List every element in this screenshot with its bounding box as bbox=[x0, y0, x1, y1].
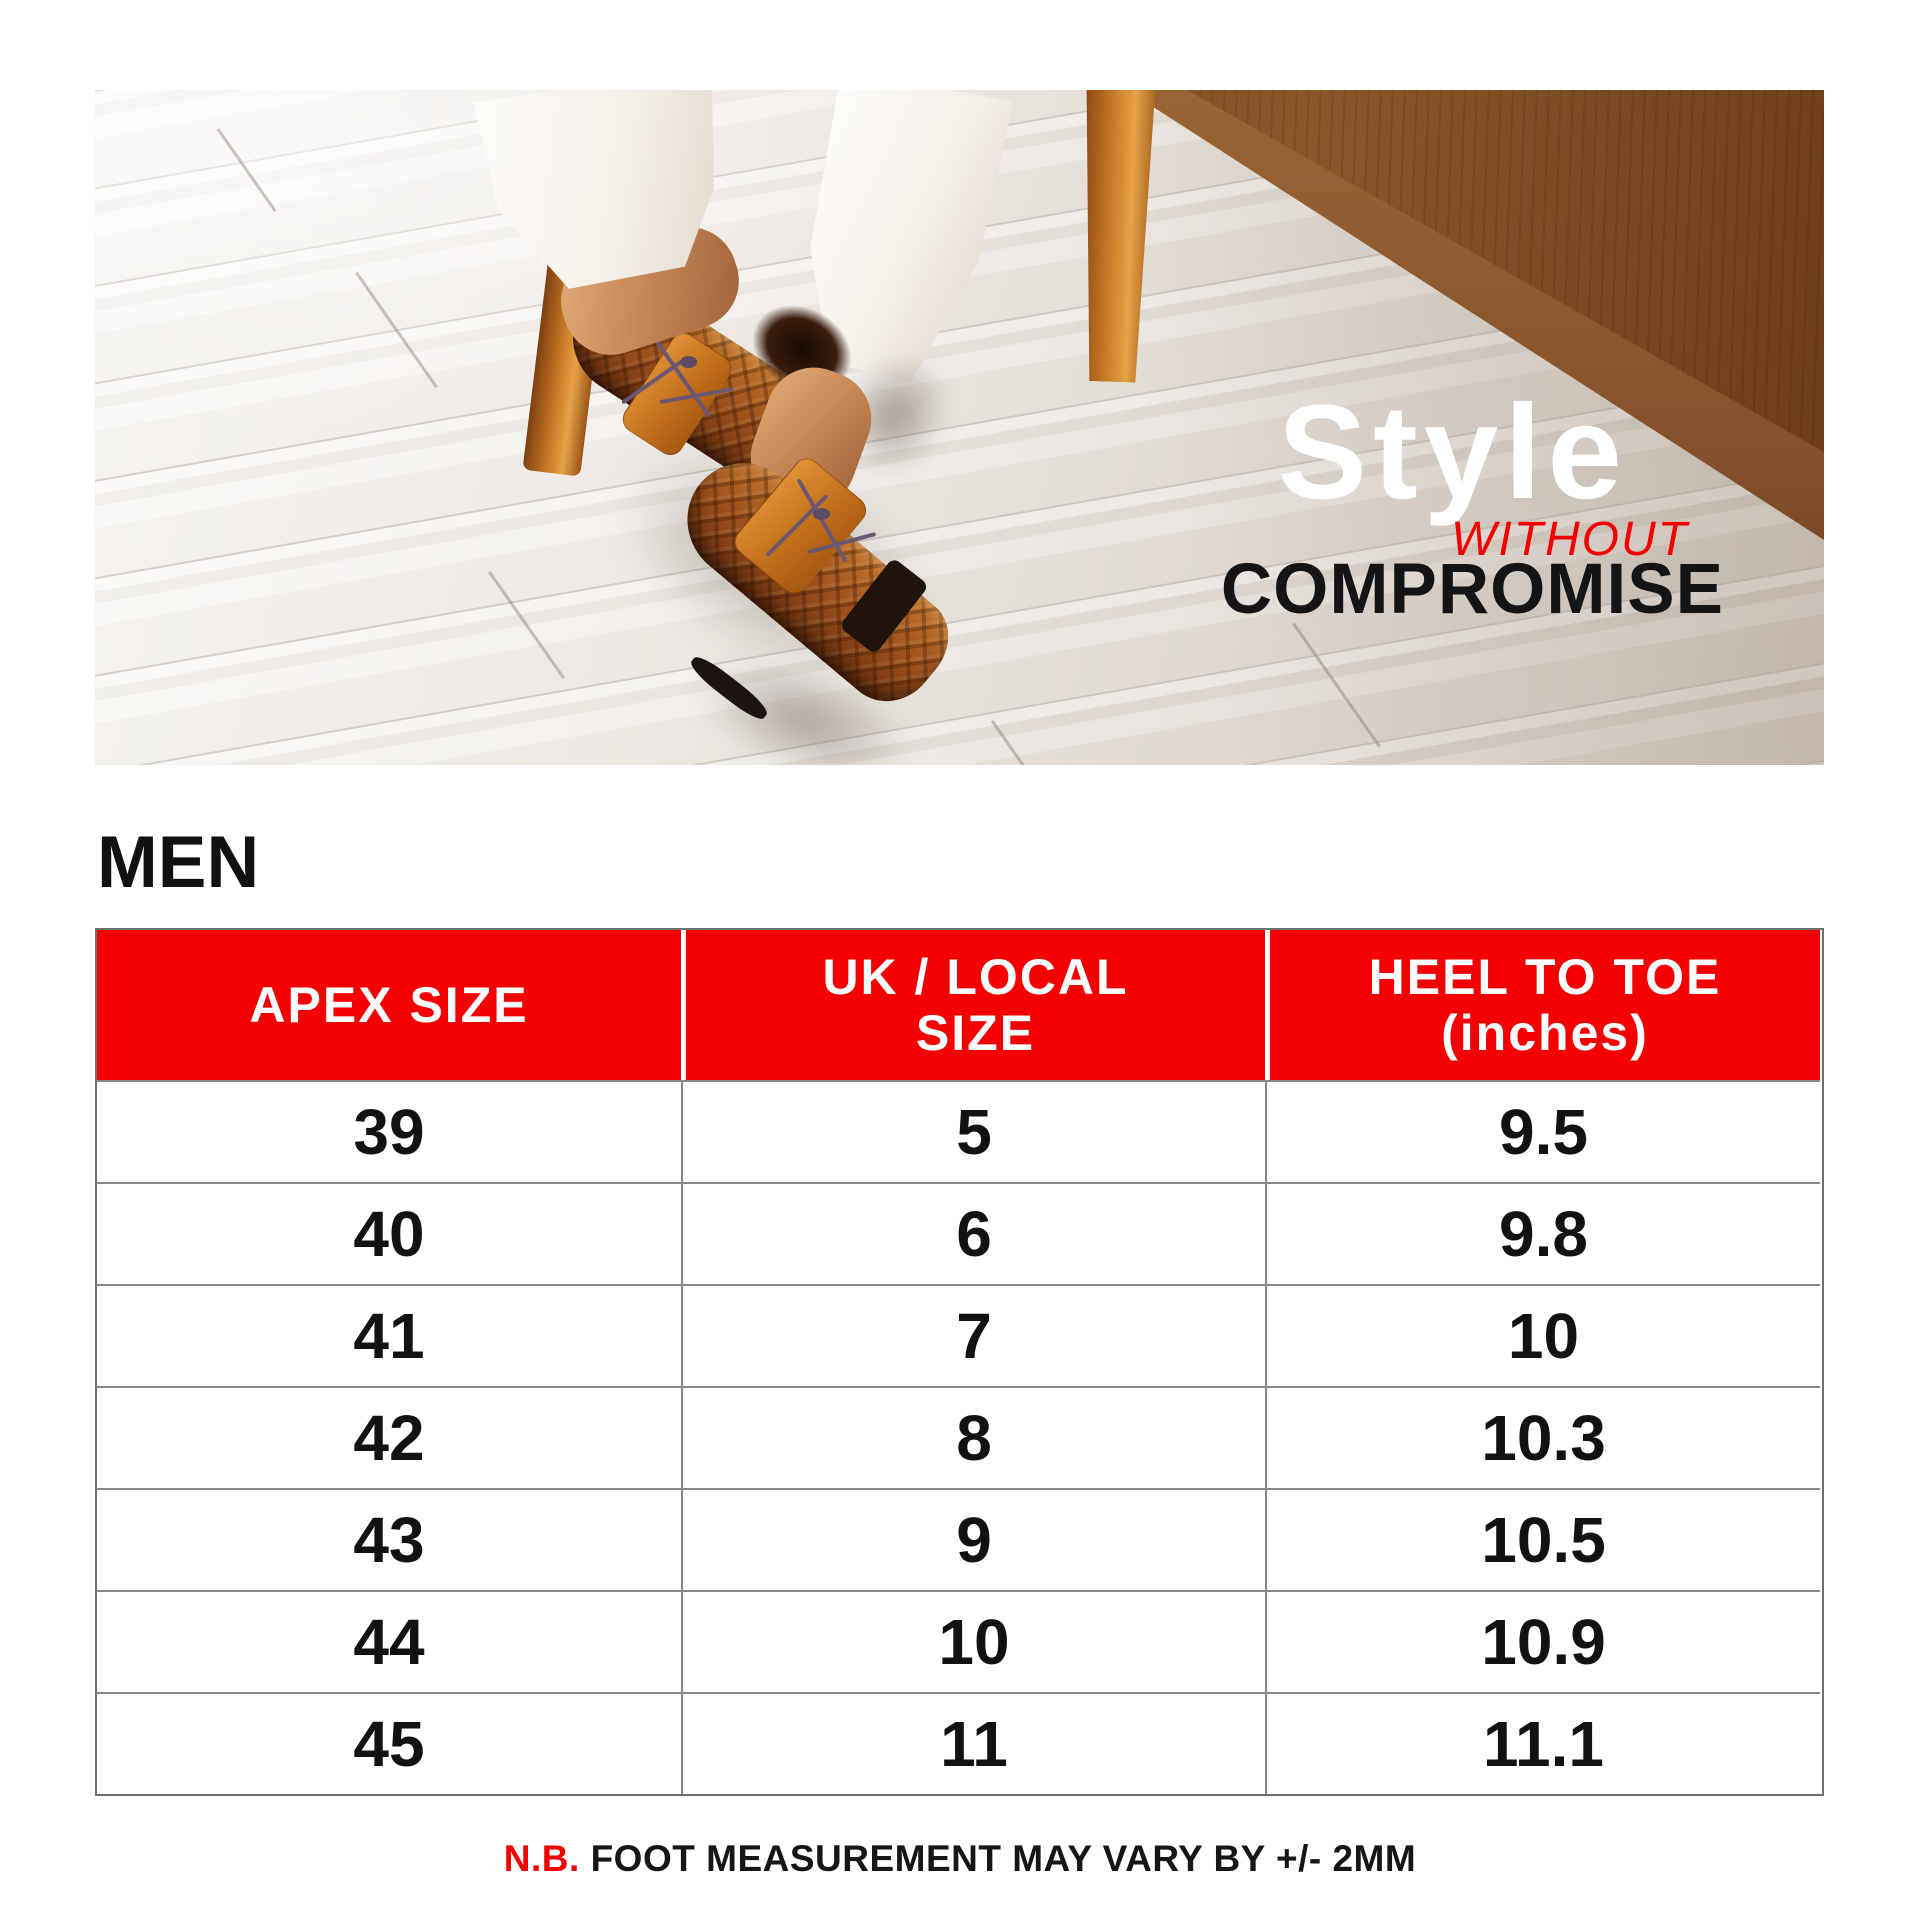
cell-apex-size: 45 bbox=[97, 1692, 681, 1794]
cell-uk-size: 6 bbox=[681, 1182, 1265, 1284]
header-line: HEEL TO TOE bbox=[1368, 949, 1722, 1005]
headline-compromise: COMPROMISE bbox=[1220, 550, 1724, 629]
cell-heel-to-toe: 10.5 bbox=[1265, 1488, 1820, 1590]
shoelace-knot bbox=[680, 356, 697, 368]
cell-uk-size: 9 bbox=[681, 1488, 1265, 1590]
cell-heel-to-toe: 11.1 bbox=[1265, 1692, 1820, 1794]
headline-without: WITHOUT bbox=[1451, 513, 1689, 566]
header-line: SIZE bbox=[915, 1005, 1036, 1061]
headline-style: Style bbox=[1277, 378, 1628, 527]
size-table: APEX SIZE UK / LOCAL SIZE HEEL TO TOE (i… bbox=[95, 928, 1824, 1796]
cell-apex-size: 43 bbox=[97, 1488, 681, 1590]
cell-apex-size: 40 bbox=[97, 1182, 681, 1284]
column-header-uk-local-size: UK / LOCAL SIZE bbox=[681, 930, 1265, 1080]
cell-uk-size: 5 bbox=[681, 1080, 1265, 1182]
column-header-heel-to-toe: HEEL TO TOE (inches) bbox=[1265, 930, 1820, 1080]
cell-uk-size: 10 bbox=[681, 1590, 1265, 1692]
header-line: (inches) bbox=[1441, 1005, 1649, 1061]
cell-uk-size: 11 bbox=[681, 1692, 1265, 1794]
footnote-text: FOOT MEASUREMENT MAY VARY BY +/- 2MM bbox=[590, 1838, 1417, 1879]
cell-uk-size: 8 bbox=[681, 1386, 1265, 1488]
cell-apex-size: 39 bbox=[97, 1080, 681, 1182]
measurement-footnote: N.B. FOOT MEASUREMENT MAY VARY BY +/- 2M… bbox=[0, 1838, 1920, 1880]
section-title-men: MEN bbox=[97, 822, 260, 903]
cell-apex-size: 44 bbox=[97, 1590, 681, 1692]
cell-apex-size: 41 bbox=[97, 1284, 681, 1386]
cell-heel-to-toe: 9.5 bbox=[1265, 1080, 1820, 1182]
column-header-apex-size: APEX SIZE bbox=[97, 930, 681, 1080]
header-line: UK / LOCAL bbox=[822, 949, 1129, 1005]
hero-photo: Style WITHOUT COMPROMISE bbox=[95, 90, 1824, 765]
footnote-nb-prefix: N.B. bbox=[503, 1838, 580, 1879]
header-line: APEX SIZE bbox=[249, 977, 529, 1033]
cell-heel-to-toe: 9.8 bbox=[1265, 1182, 1820, 1284]
cell-heel-to-toe: 10.9 bbox=[1265, 1590, 1820, 1692]
shoelace-knot bbox=[813, 508, 830, 520]
cell-heel-to-toe: 10.3 bbox=[1265, 1386, 1820, 1488]
cell-uk-size: 7 bbox=[681, 1284, 1265, 1386]
cell-apex-size: 42 bbox=[97, 1386, 681, 1488]
cell-heel-to-toe: 10 bbox=[1265, 1284, 1820, 1386]
